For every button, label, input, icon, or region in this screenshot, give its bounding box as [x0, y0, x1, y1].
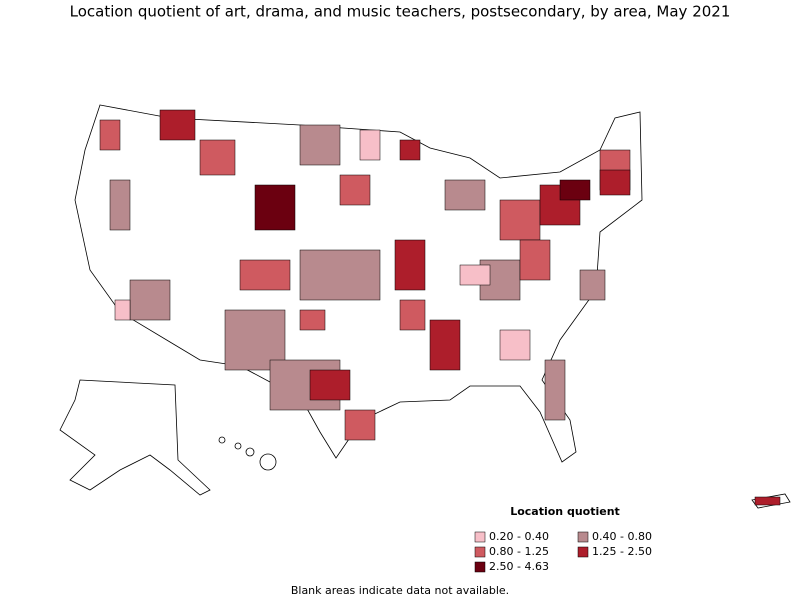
region [544, 359, 566, 421]
hawaii [218, 436, 277, 471]
map-title: Location quotient of art, drama, and mus… [70, 3, 731, 21]
footnote: Blank areas indicate data not available. [291, 584, 509, 597]
alaska [59, 379, 211, 496]
region [579, 269, 606, 301]
legend-label: 2.50 - 4.63 [489, 560, 549, 573]
region [239, 259, 291, 291]
region [499, 199, 541, 241]
legend-title: Location quotient [510, 505, 620, 518]
legend-swatch [474, 561, 486, 573]
region [754, 496, 781, 506]
region [444, 179, 486, 211]
region [299, 249, 381, 301]
legend-swatch [474, 546, 486, 558]
legend-swatch [474, 531, 486, 543]
region [559, 179, 591, 201]
region [459, 264, 491, 286]
legend-label: 0.20 - 0.40 [489, 530, 549, 543]
region [399, 299, 426, 331]
region [99, 119, 121, 151]
region [399, 139, 421, 161]
region [344, 409, 376, 441]
region [299, 309, 326, 331]
region [109, 179, 131, 231]
legend-label: 1.25 - 2.50 [592, 545, 652, 558]
region [114, 299, 131, 321]
region [309, 369, 351, 401]
legend-label: 0.80 - 1.25 [489, 545, 549, 558]
region [519, 239, 551, 281]
legend-swatch [577, 531, 589, 543]
region [394, 239, 426, 291]
region [299, 124, 341, 166]
legend-label: 0.40 - 0.80 [592, 530, 652, 543]
region [199, 139, 236, 176]
region [359, 129, 381, 161]
region [599, 169, 631, 196]
region [254, 184, 296, 231]
map-regions [99, 109, 781, 506]
region [499, 329, 531, 361]
region [129, 279, 171, 321]
region [429, 319, 461, 371]
legend-swatch [577, 546, 589, 558]
region [159, 109, 196, 141]
region [339, 174, 371, 206]
legend: Location quotient 0.20 - 0.40 0.40 - 0.80… [474, 505, 652, 573]
